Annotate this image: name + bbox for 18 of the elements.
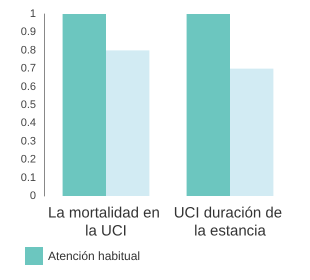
bar xyxy=(186,14,230,196)
bar xyxy=(230,68,274,196)
y-tick-label: 0.6 xyxy=(20,80,36,93)
y-tick-label: 0.8 xyxy=(20,44,36,56)
y-tick-label: 1 xyxy=(30,8,36,20)
x-tick-label: La mortalidad en la UCI xyxy=(48,204,164,240)
y-tick-label: 0.5 xyxy=(20,99,36,111)
y-tick-label: 0.1 xyxy=(20,172,36,184)
bar xyxy=(62,14,106,196)
x-tick-label: UCI duración de la estancia xyxy=(174,204,286,240)
y-tick-label: 0 xyxy=(30,190,36,202)
y-tick-label: 0.3 xyxy=(20,135,36,148)
bar xyxy=(106,50,150,196)
y-tick-label: 0.4 xyxy=(20,117,36,130)
legend-label: Atención habitual xyxy=(48,249,140,263)
y-tick-label: 0.9 xyxy=(20,26,36,38)
y-tick-label: 0.2 xyxy=(20,154,36,166)
y-tick-label: 0.7 xyxy=(20,62,36,75)
